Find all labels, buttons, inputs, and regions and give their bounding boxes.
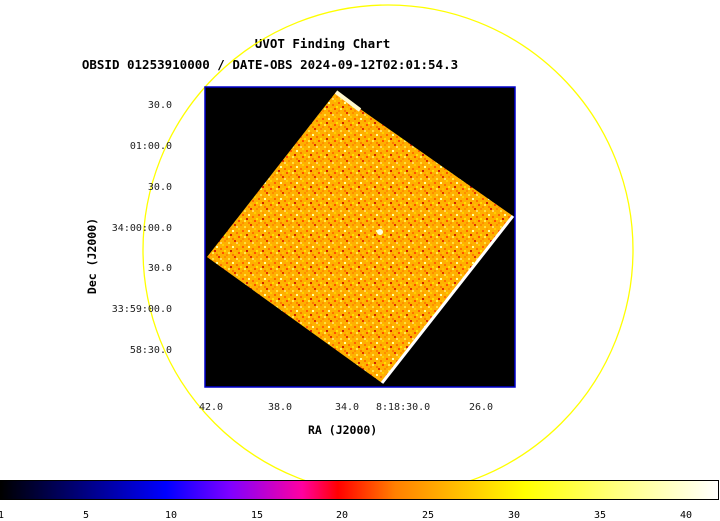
exposure-bright-edge <box>380 215 515 384</box>
y-tick-label: 30.0 <box>147 100 172 111</box>
colorbar-tick-label: 35 <box>593 510 607 521</box>
x-tick-label: 8:18:30.0 <box>376 402 431 413</box>
exposure-top-edge <box>334 90 362 112</box>
colorbar-tick-label: 25 <box>421 510 435 521</box>
y-tick-label: 34:00:00.0 <box>111 223 172 234</box>
x-tick-label: 42.0 <box>199 402 224 413</box>
x-axis-label: RA (J2000) <box>308 423 378 437</box>
colorbar-tick-label: 1 <box>0 510 5 521</box>
colorbar-tick-label: 10 <box>164 510 178 521</box>
colorbar <box>0 480 719 500</box>
colorbar-tick-label: 40 <box>679 510 693 521</box>
chart-title: UVOT Finding Chart <box>254 36 391 51</box>
colorbar-tick-label: 20 <box>335 510 349 521</box>
colorbar-tick-label: 15 <box>250 510 264 521</box>
x-tick-label: 38.0 <box>268 402 293 413</box>
y-tick-label: 30.0 <box>147 182 172 193</box>
x-tick-label: 34.0 <box>335 402 360 413</box>
y-tick-label: 01:00.0 <box>129 141 172 152</box>
y-tick-label: 30.0 <box>147 263 172 274</box>
exposure-region <box>207 92 513 383</box>
y-axis-label: Dec (J2000) <box>85 217 99 295</box>
colorbar-tick-label: 30 <box>507 510 521 521</box>
x-tick-label: 26.0 <box>469 402 494 413</box>
colorbar-tick-label: 5 <box>82 510 90 521</box>
source-marker <box>377 229 383 235</box>
y-tick-label: 33:59:00.0 <box>111 304 172 315</box>
chart-subtitle: OBSID 01253910000 / DATE-OBS 2024-09-12T… <box>81 57 459 72</box>
y-tick-label: 58:30.0 <box>129 345 172 356</box>
